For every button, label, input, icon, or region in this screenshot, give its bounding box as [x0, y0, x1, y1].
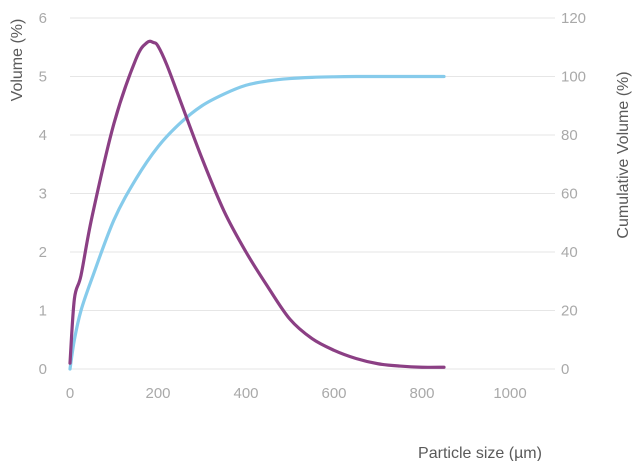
- y-tick-label: 4: [39, 127, 47, 144]
- y2-tick-label: 20: [561, 303, 578, 320]
- series-lines: [68, 39, 446, 371]
- y-tick-label: 5: [39, 69, 47, 86]
- x-tick-label: 800: [409, 385, 434, 402]
- x-tick-label: 1000: [493, 385, 526, 402]
- grid-lines: [70, 17, 555, 370]
- y-axis-title: Volume (%): [9, 19, 26, 102]
- x-tick-label: 0: [66, 385, 74, 402]
- x-tick-label: 400: [233, 385, 258, 402]
- y2-tick-label: 0: [561, 361, 569, 378]
- volume-distribution-line: [68, 39, 446, 369]
- x-axis-ticks: 0 200 400 600 800 1000: [66, 385, 527, 402]
- y2-axis-title: Cumulative Volume (%): [615, 71, 632, 238]
- y-tick-label: 6: [39, 10, 47, 27]
- y2-tick-label: 120: [561, 10, 586, 27]
- y-tick-label: 2: [39, 244, 47, 261]
- y2-tick-label: 60: [561, 186, 578, 203]
- y2-tick-label: 80: [561, 127, 578, 144]
- y2-tick-label: 100: [561, 69, 586, 86]
- y-tick-label: 1: [39, 303, 47, 320]
- y-tick-label: 0: [39, 361, 47, 378]
- cumulative-volume-line: [68, 74, 446, 371]
- y2-axis-ticks: 0 20 40 60 80 100 120: [561, 10, 586, 378]
- x-axis-title: Particle size (µm): [418, 445, 542, 461]
- y2-tick-label: 40: [561, 244, 578, 261]
- y-axis-ticks: 0 1 2 3 4 5 6: [39, 10, 47, 378]
- y-tick-label: 3: [39, 186, 47, 203]
- x-tick-label: 200: [145, 385, 170, 402]
- x-tick-label: 600: [321, 385, 346, 402]
